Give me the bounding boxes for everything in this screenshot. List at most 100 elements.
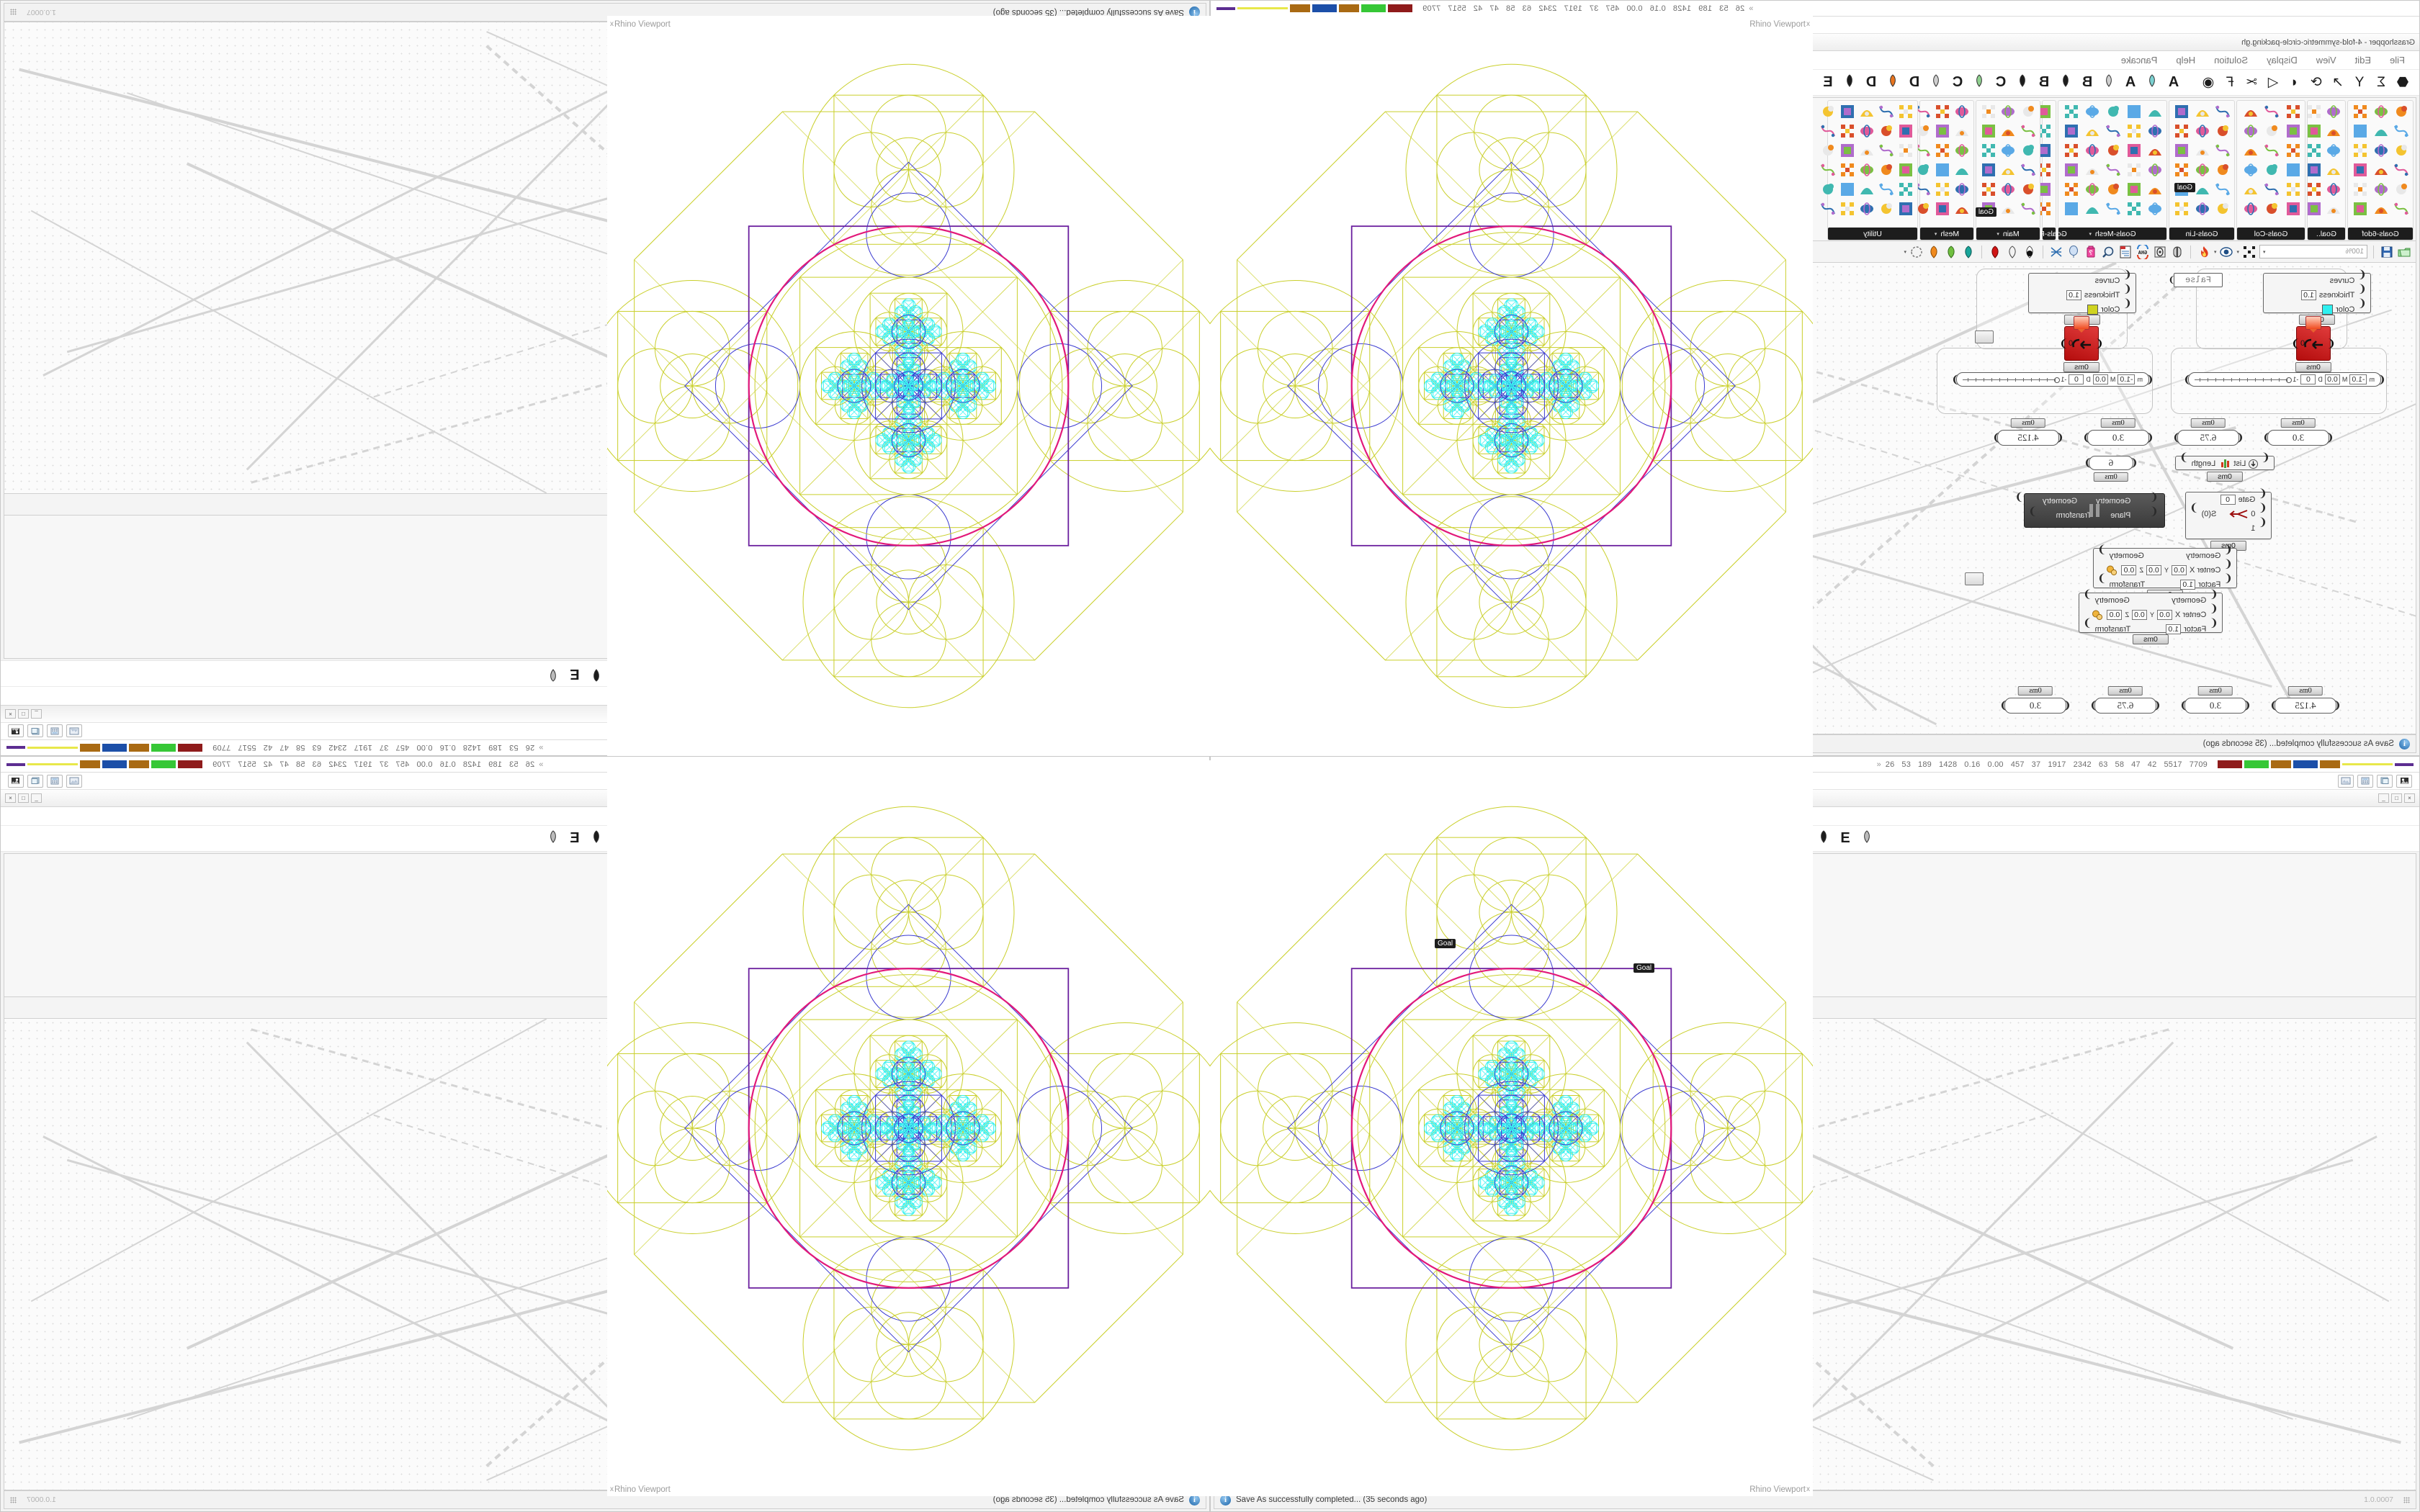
component-icon[interactable] (2241, 199, 2260, 218)
category-pictogram-icon[interactable] (1839, 73, 1860, 92)
input-port-icon[interactable]: ❨ (2123, 283, 2132, 295)
component-icon[interactable] (1953, 102, 1971, 121)
ribbon-group-goal-[interactable]: Goal.. (2307, 100, 2346, 240)
layer-color-swatch[interactable] (1361, 4, 1386, 12)
component-icon[interactable] (2083, 122, 2102, 140)
rhino-viewport-top-right[interactable]: Rhino Viewport x (1210, 16, 1813, 756)
maximize-button[interactable]: □ (18, 793, 29, 803)
input-port-icon[interactable]: ❨ (2209, 603, 2218, 615)
input-port-icon[interactable]: ❨ (2209, 617, 2218, 629)
component-icon[interactable] (2083, 161, 2102, 179)
component-icon[interactable] (1933, 180, 1952, 199)
output-port-icon[interactable]: ❩ (2291, 338, 2300, 350)
component-icon[interactable] (1914, 199, 1932, 218)
component-icon[interactable] (1953, 141, 1971, 160)
component-icon[interactable] (2392, 102, 2411, 121)
search-icon[interactable] (2101, 245, 2115, 259)
component-icon[interactable] (2284, 161, 2303, 179)
component-icon[interactable] (2172, 161, 2191, 179)
component-icon[interactable] (2125, 102, 2143, 121)
component-icon[interactable] (1979, 102, 1998, 121)
component-icon[interactable] (2083, 180, 2102, 199)
component-icon[interactable] (2193, 161, 2212, 179)
notes-icon[interactable] (2118, 245, 2133, 259)
component-icon[interactable] (2262, 102, 2281, 121)
output-port-icon[interactable]: ❩ (2089, 700, 2099, 712)
component-icon[interactable] (2351, 122, 2370, 140)
component-icon[interactable] (2213, 180, 2232, 199)
component-icon[interactable] (1857, 199, 1876, 218)
component-icon[interactable] (2284, 199, 2303, 218)
component-icon[interactable] (1999, 122, 2017, 140)
params-hook-icon[interactable]: Ғ (2226, 74, 2234, 90)
component-icon[interactable] (2172, 102, 2191, 121)
number-slider-value[interactable]: ❨ 3.0 ❩ 0ms (1999, 686, 2071, 714)
output-port-icon[interactable]: ❩ (2269, 700, 2279, 712)
component-icon[interactable] (2104, 199, 2123, 218)
cluster-chip[interactable] (1975, 330, 1994, 343)
component-icon[interactable] (1999, 180, 2017, 199)
layer-color-swatch[interactable] (6, 762, 25, 766)
layer-color-swatch[interactable] (102, 744, 127, 752)
close-icon[interactable]: x (610, 1485, 614, 1493)
output-port-icon[interactable]: ❩ (1999, 700, 2009, 712)
params-flag-icon[interactable]: ◁ (2267, 75, 2279, 90)
component-icon[interactable] (1857, 102, 1876, 121)
component-icon[interactable] (2305, 199, 2323, 218)
category-pictogram-icon[interactable] (542, 829, 564, 848)
layer-color-swatch[interactable] (2218, 760, 2242, 768)
input-port-icon[interactable]: ❨ (2357, 283, 2367, 295)
layer-color-swatch[interactable] (2293, 760, 2318, 768)
component-icon[interactable] (2125, 199, 2143, 218)
layer-color-swatch[interactable] (6, 746, 25, 750)
layer-color-swatch[interactable] (2320, 760, 2340, 768)
component-icon[interactable] (2305, 122, 2323, 140)
category-pictogram-icon[interactable] (542, 665, 564, 683)
preview-orange-icon[interactable] (1927, 245, 1941, 259)
capsule-icon[interactable] (2170, 245, 2184, 259)
component-icon[interactable] (2213, 102, 2232, 121)
save-file-icon[interactable] (2380, 245, 2394, 259)
ribbon-tab-label[interactable]: Utility (1828, 228, 1917, 240)
component-icon[interactable] (2392, 122, 2411, 140)
component-icon[interactable] (1953, 122, 1971, 140)
menu-item-display[interactable]: Display (2267, 55, 2298, 66)
component-icon[interactable] (2104, 122, 2123, 140)
params-drop-icon[interactable]: ◖ (2290, 74, 2299, 90)
maximize-button[interactable]: □ (2391, 793, 2402, 803)
expand-chevron-icon[interactable]: » (539, 743, 544, 752)
component-icon[interactable] (2372, 199, 2390, 218)
component-icon[interactable] (2241, 102, 2260, 121)
component-icon[interactable] (2146, 180, 2164, 199)
output-port-icon[interactable]: ❩ (2083, 588, 2092, 600)
boolean-param[interactable]: False ❩ (2169, 273, 2223, 287)
component-icon[interactable] (2019, 180, 2038, 199)
input-port-icon[interactable]: ❨ (2129, 457, 2138, 469)
selection-icon[interactable] (1909, 245, 1924, 259)
error-component[interactable]: ❨ 0 ❩ 0ms (2059, 316, 2104, 372)
number-slider-value[interactable]: ❨ 3.0 ❩ 0ms (2082, 418, 2154, 446)
component-icon[interactable] (2262, 141, 2281, 160)
rhino-viewport-bottom-right[interactable]: Rhino Viewport x (1210, 760, 1813, 1496)
layer-color-swatch[interactable] (1339, 4, 1359, 12)
component-icon[interactable] (2062, 141, 2081, 160)
output-port-icon[interactable]: ❩ (2097, 572, 2107, 585)
number-slider-value[interactable]: ❨ 6.75 ❩ 0ms (2089, 686, 2161, 714)
component-icon[interactable] (2062, 180, 2081, 199)
input-port-icon[interactable]: ❨ (2357, 297, 2367, 310)
resize-grip[interactable] (10, 1496, 17, 1503)
input-port-icon[interactable]: ❨ (2332, 700, 2341, 712)
layer-color-swatch[interactable] (1312, 4, 1337, 12)
component-icon[interactable] (2172, 122, 2191, 140)
error-component[interactable]: ❨ 0 ❩ 0ms (2291, 316, 2336, 372)
component-icon[interactable] (1877, 161, 1896, 179)
input-port-icon[interactable]: ❨ (2123, 297, 2132, 310)
params-spiral-icon[interactable]: ⟳ (2311, 75, 2322, 90)
component-icon[interactable] (1914, 122, 1932, 140)
layer-color-swatch[interactable] (151, 744, 176, 752)
cluster-icon[interactable] (2153, 245, 2167, 259)
factor-value[interactable]: 1.0 (2180, 580, 2196, 590)
component-icon[interactable] (2305, 141, 2323, 160)
params-y-icon[interactable]: Υ (2354, 74, 2365, 90)
